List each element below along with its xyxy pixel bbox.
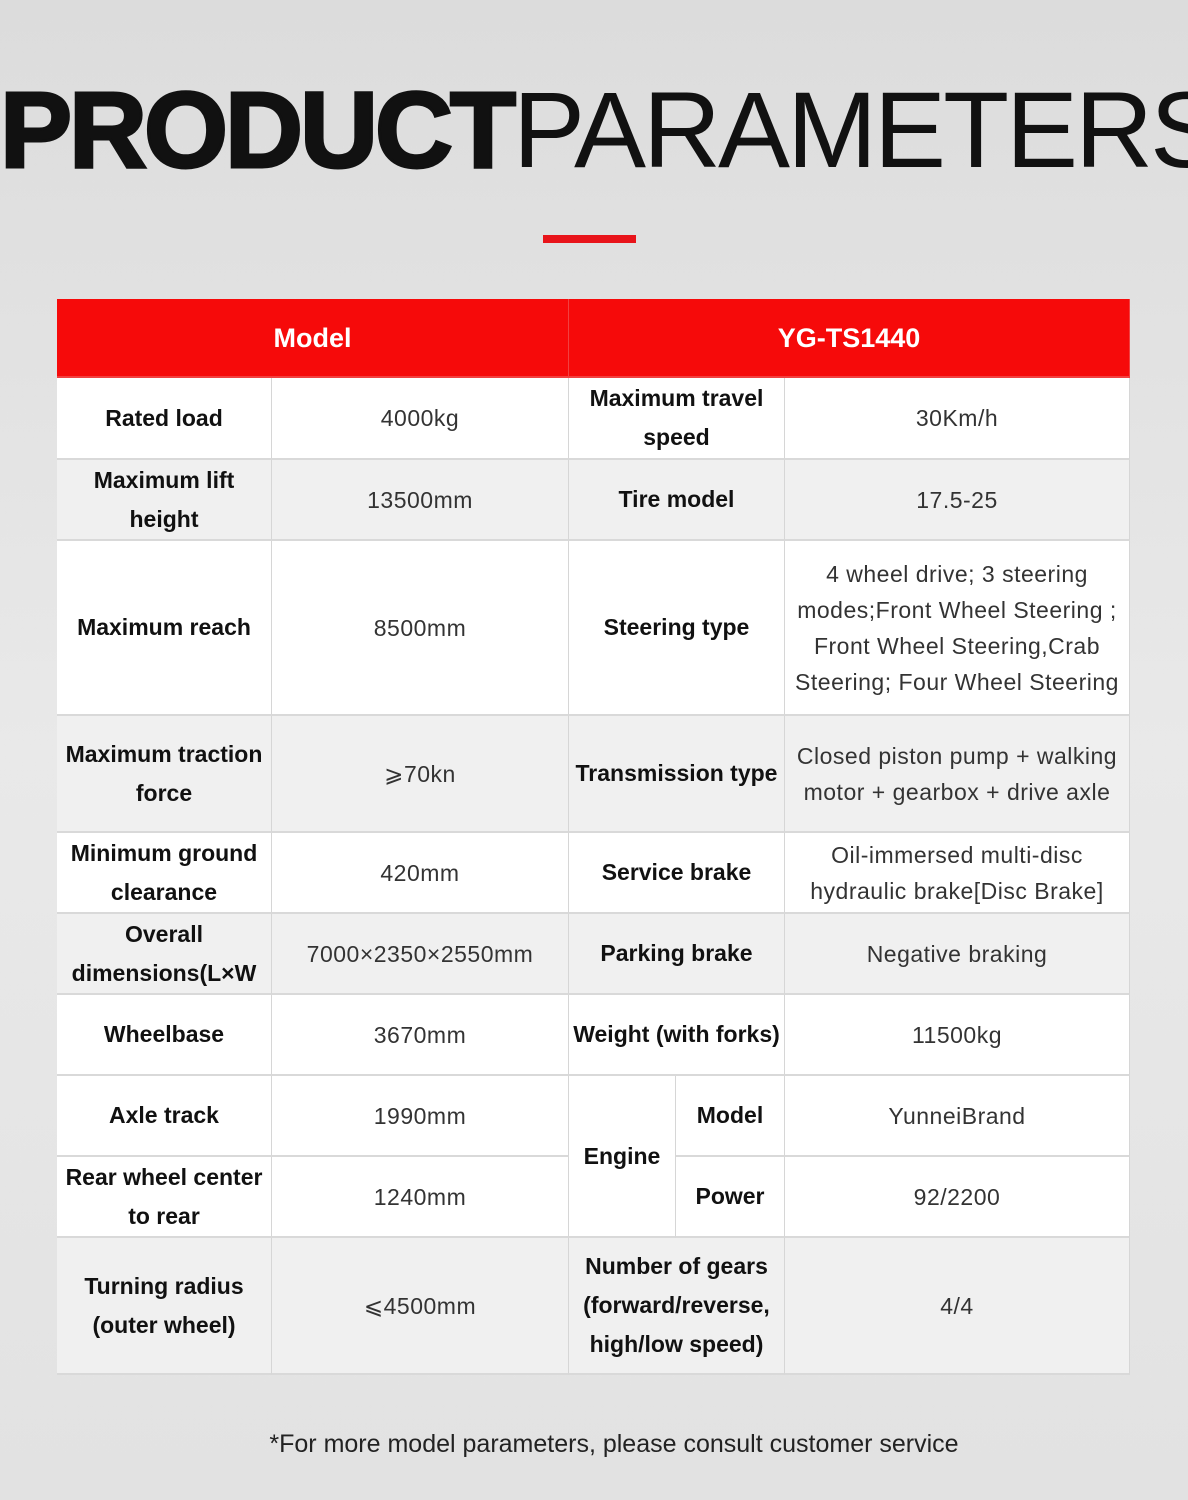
param-value: ⩽4500mm bbox=[272, 1238, 569, 1375]
param-label: Overall dimensions(L×W bbox=[57, 914, 272, 995]
param-value: Oil-immersed multi-disc hydraulic brake[… bbox=[785, 833, 1130, 914]
param-value: YunneiBrand bbox=[785, 1076, 1130, 1157]
header-model-value: YG-TS1440 bbox=[569, 299, 1130, 378]
param-value: 4/4 bbox=[785, 1238, 1130, 1375]
param-label: Parking brake bbox=[569, 914, 785, 995]
param-value: 3670mm bbox=[272, 995, 569, 1076]
param-label: Wheelbase bbox=[57, 995, 272, 1076]
param-label: Maximum reach bbox=[57, 541, 272, 716]
param-value: 7000×2350×2550mm bbox=[272, 914, 569, 995]
header-model: Model bbox=[57, 299, 569, 378]
param-label: Weight (with forks) bbox=[569, 995, 785, 1076]
param-label: Rated load bbox=[57, 378, 272, 460]
param-label: Rear wheel center to rear bbox=[57, 1157, 272, 1238]
param-value: 13500mm bbox=[272, 460, 569, 541]
param-value: 4 wheel drive; 3 steering modes;Front Wh… bbox=[785, 541, 1130, 716]
param-label: Service brake bbox=[569, 833, 785, 914]
title-bold: PRODUCT bbox=[0, 68, 518, 191]
title-regular: PARAMETERS bbox=[513, 69, 1188, 190]
param-label: Maximum travel speed bbox=[569, 378, 785, 460]
param-value: 420mm bbox=[272, 833, 569, 914]
parameters-table: Model YG-TS1440 Rated load 4000kg Maximum … bbox=[57, 299, 1130, 1375]
param-value: 30Km/h bbox=[785, 378, 1130, 460]
param-value: 11500kg bbox=[785, 995, 1130, 1076]
page-title: PRODUCTPARAMETERS bbox=[0, 68, 1188, 191]
param-value: Closed piston pump + walking motor + gea… bbox=[785, 716, 1130, 833]
param-value: 8500mm bbox=[272, 541, 569, 716]
param-label: Maximum lift height bbox=[57, 460, 272, 541]
accent-divider bbox=[543, 235, 636, 243]
param-value: 1990mm bbox=[272, 1076, 569, 1157]
param-label: Maximum traction force bbox=[57, 716, 272, 833]
footnote: *For more model parameters, please consu… bbox=[269, 1430, 959, 1458]
param-value: Negative braking bbox=[785, 914, 1130, 995]
param-value: 1240mm bbox=[272, 1157, 569, 1238]
param-label: Model bbox=[676, 1076, 785, 1157]
param-value: 4000kg bbox=[272, 378, 569, 460]
param-label: Steering type bbox=[569, 541, 785, 716]
engine-label: Engine bbox=[569, 1076, 676, 1238]
param-value: 17.5-25 bbox=[785, 460, 1130, 541]
param-label: Turning radius (outer wheel) bbox=[57, 1238, 272, 1375]
param-value: 92/2200 bbox=[785, 1157, 1130, 1238]
param-label: Tire model bbox=[569, 460, 785, 541]
param-value: ⩾70kn bbox=[272, 716, 569, 833]
param-label: Axle track bbox=[57, 1076, 272, 1157]
param-label: Transmission type bbox=[569, 716, 785, 833]
param-label: Number of gears (forward/reverse, high/l… bbox=[569, 1238, 785, 1375]
param-label: Minimum ground clearance bbox=[57, 833, 272, 914]
param-label: Power bbox=[676, 1157, 785, 1238]
